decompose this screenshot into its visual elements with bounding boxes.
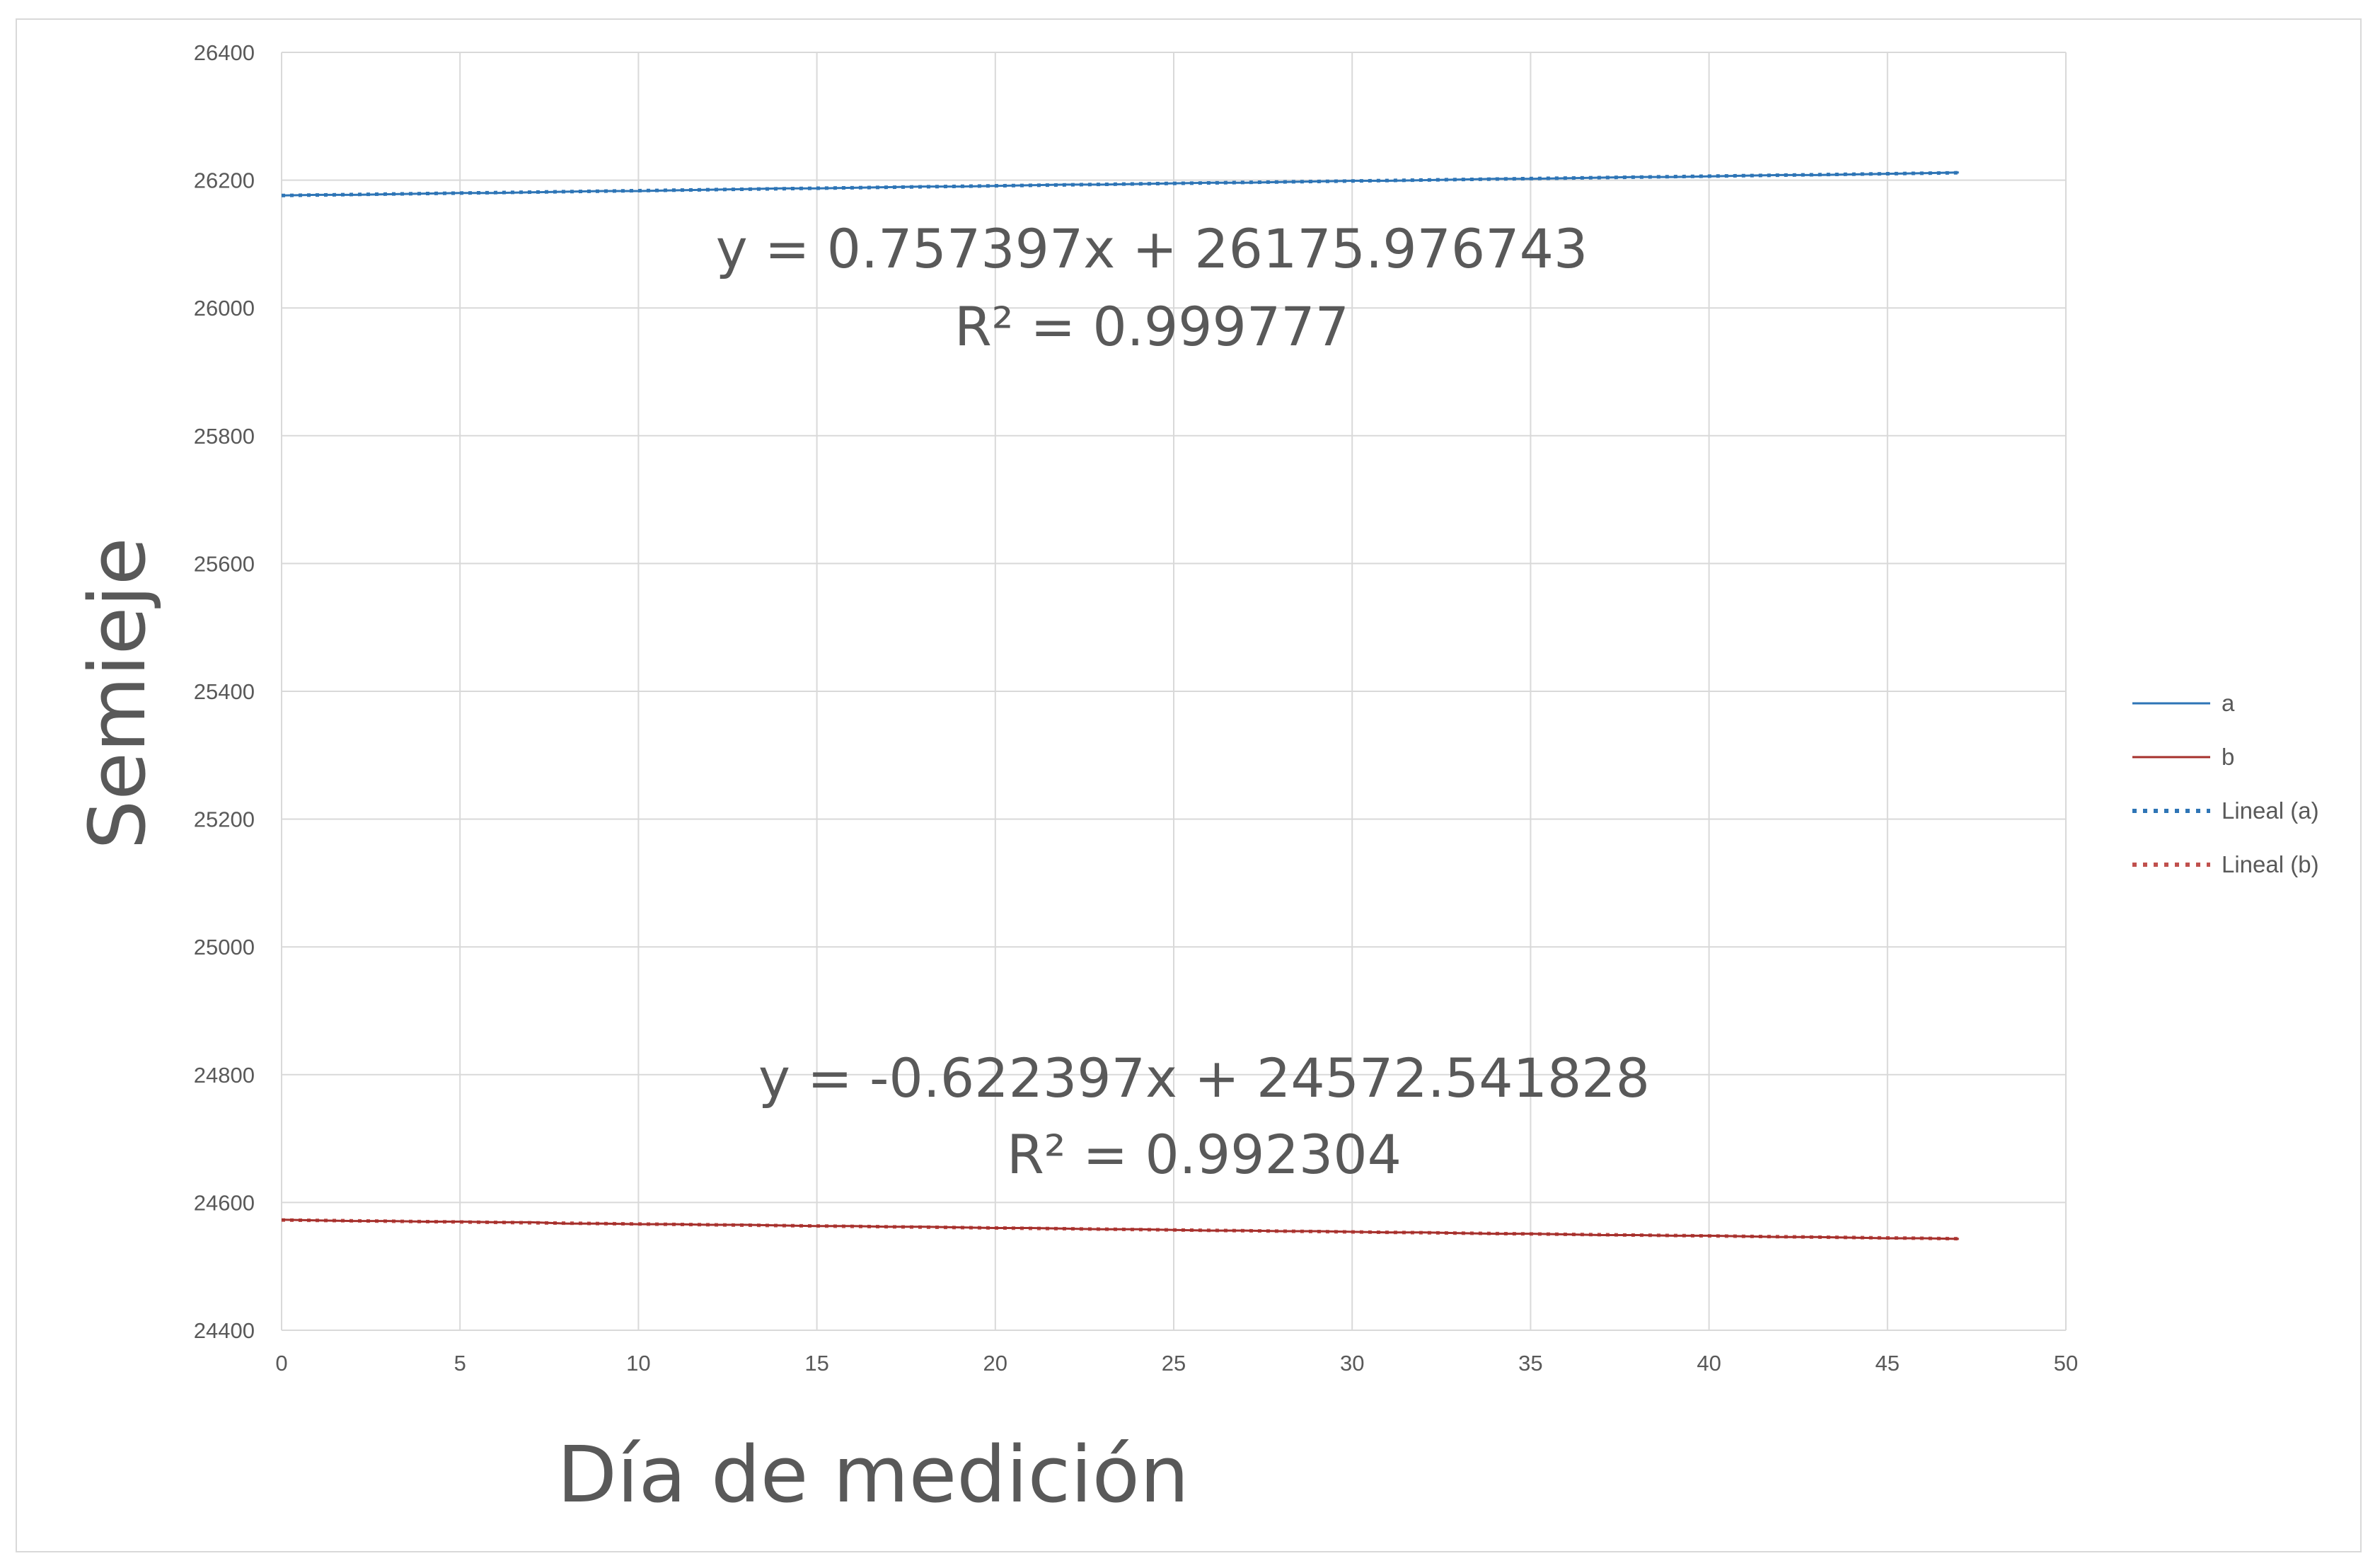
x-tick-label: 0 bbox=[275, 1351, 287, 1376]
y-tick-label: 25200 bbox=[194, 807, 255, 832]
y-tick-label: 25000 bbox=[194, 935, 255, 959]
trendline-b-r2: R² = 0.992304 bbox=[1007, 1123, 1402, 1186]
y-tick-label: 25600 bbox=[194, 551, 255, 576]
legend: a b Lineal (a) Lineal (b) bbox=[2132, 690, 2319, 877]
data-series bbox=[281, 171, 1959, 1240]
series-b-line bbox=[281, 1218, 1959, 1240]
y-axis-title: Semieje bbox=[72, 537, 163, 849]
y-tick-label: 25800 bbox=[194, 424, 255, 449]
y-tick-label: 24800 bbox=[194, 1063, 255, 1088]
x-axis-title: Día de medición bbox=[557, 1429, 1189, 1520]
chart-frame bbox=[16, 18, 2362, 1552]
legend-label-lineal-b: Lineal (b) bbox=[2222, 851, 2319, 877]
x-tick-label: 40 bbox=[1697, 1351, 1721, 1376]
y-tick-label: 25400 bbox=[194, 679, 255, 704]
trendline-a-r2: R² = 0.999777 bbox=[954, 295, 1349, 358]
x-tick-label: 15 bbox=[804, 1351, 828, 1376]
legend-label-a: a bbox=[2222, 690, 2235, 716]
x-tick-label: 5 bbox=[454, 1351, 466, 1376]
y-tick-label: 26000 bbox=[194, 296, 255, 321]
legend-label-b: b bbox=[2222, 744, 2234, 770]
y-tick-label: 24400 bbox=[194, 1318, 255, 1343]
y-tick-label: 26200 bbox=[194, 168, 255, 193]
x-tick-label: 25 bbox=[1162, 1351, 1186, 1376]
x-tick-label: 20 bbox=[983, 1351, 1007, 1376]
trendline-b-equation: y = -0.622397x + 24572.541828 bbox=[758, 1047, 1650, 1109]
x-tick-label: 10 bbox=[626, 1351, 650, 1376]
trendline-a-equation: y = 0.757397x + 26175.976743 bbox=[716, 217, 1588, 280]
x-tick-label: 35 bbox=[1518, 1351, 1542, 1376]
series-a-line bbox=[281, 171, 1959, 197]
y-tick-labels: 24400 24600 24800 25000 25200 25400 25600 25800… bbox=[194, 40, 255, 1343]
y-tick-label: 24600 bbox=[194, 1190, 255, 1215]
x-tick-labels: 0 5 10 15 20 25 30 35 40 45 50 bbox=[275, 1351, 2078, 1376]
x-tick-label: 50 bbox=[2054, 1351, 2078, 1376]
x-tick-label: 45 bbox=[1876, 1351, 1900, 1376]
grid bbox=[281, 52, 2067, 1331]
legend-label-lineal-a: Lineal (a) bbox=[2222, 797, 2319, 824]
y-tick-label: 26400 bbox=[194, 40, 255, 65]
x-tick-label: 30 bbox=[1340, 1351, 1364, 1376]
